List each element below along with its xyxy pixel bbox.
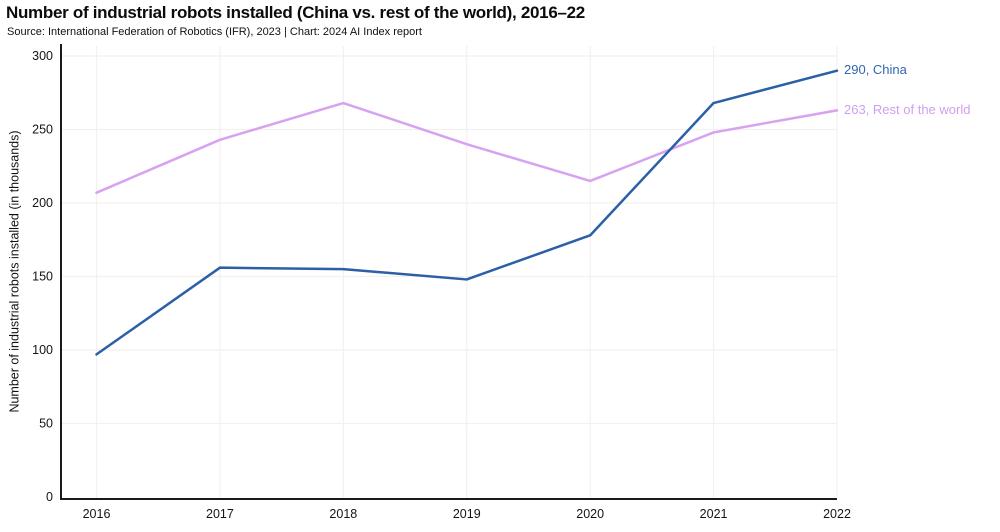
x-tick-label: 2016 — [83, 507, 111, 521]
y-tick-label: 250 — [32, 123, 53, 137]
end-label-china: 290, China — [844, 62, 907, 77]
y-tick-label: 50 — [39, 417, 53, 431]
y-tick-label: 0 — [46, 490, 53, 504]
y-tick-label: 200 — [32, 196, 53, 210]
series-line-rest-of-the-world — [95, 101, 839, 194]
chart-title: Number of industrial robots installed (C… — [6, 3, 585, 22]
x-tick-label: 2022 — [823, 507, 851, 521]
x-tick-label: 2019 — [453, 507, 481, 521]
series-line-china — [95, 69, 839, 356]
x-tick-label: 2018 — [329, 507, 357, 521]
y-tick-label: 100 — [32, 343, 53, 357]
y-tick-label: 300 — [32, 49, 53, 63]
y-axis-title: Number of industrial robots installed (i… — [7, 130, 22, 413]
y-tick-label: 150 — [32, 270, 53, 284]
x-tick-label: 2017 — [206, 507, 234, 521]
x-tick-label: 2020 — [576, 507, 604, 521]
chart-subtitle: Source: International Federation of Robo… — [7, 26, 422, 38]
end-label-rest-of-the-world: 263, Rest of the world — [844, 102, 971, 117]
x-tick-label: 2021 — [700, 507, 728, 521]
